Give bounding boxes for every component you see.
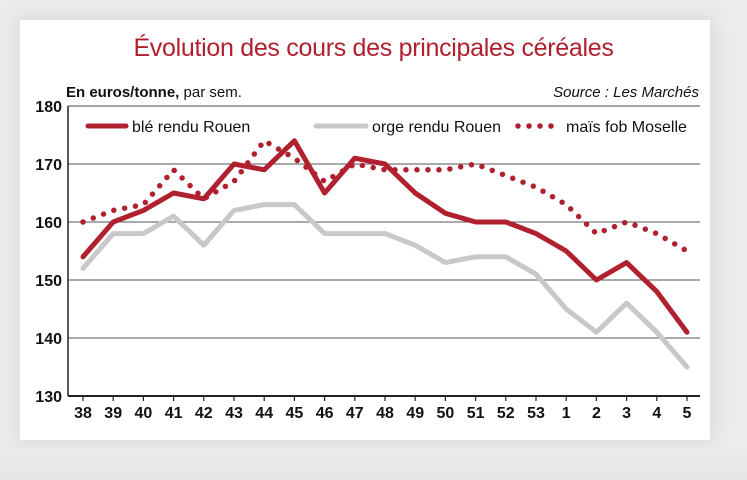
x-tick-label: 38 — [74, 405, 92, 422]
y-tick-label: 170 — [35, 157, 62, 174]
x-tick-label: 1 — [562, 405, 571, 422]
x-tick-label: 44 — [255, 405, 273, 422]
x-tick-label: 50 — [437, 405, 455, 422]
x-tick-label: 42 — [195, 405, 213, 422]
x-tick-label: 52 — [497, 405, 515, 422]
x-tick-label: 41 — [165, 405, 183, 422]
series-line-2 — [80, 138, 690, 254]
x-tick-label: 43 — [225, 405, 243, 422]
x-tick-label: 51 — [467, 405, 485, 422]
legend-label: blé rendu Rouen — [132, 119, 250, 136]
y-tick-label: 150 — [35, 273, 62, 290]
source-label: Source : Les Marchés — [553, 84, 699, 101]
x-tick-label: 39 — [104, 405, 122, 422]
x-tick-label: 3 — [622, 405, 631, 422]
legend-label: orge rendu Rouen — [372, 119, 501, 136]
chart-title: Évolution des cours des principales céré… — [133, 34, 614, 62]
legend-label: maïs fob Moselle — [566, 119, 687, 136]
x-tick-label: 40 — [135, 405, 153, 422]
x-tick-label: 46 — [316, 405, 334, 422]
unit-label-rest: par sem. — [179, 84, 242, 101]
bottom-background — [0, 448, 747, 480]
unit-label: En euros/tonne, par sem. — [66, 84, 242, 101]
y-tick-label: 180 — [35, 99, 62, 116]
y-tick-label: 140 — [35, 331, 62, 348]
x-tick-label: 45 — [286, 405, 304, 422]
x-tick-label: 53 — [527, 405, 545, 422]
series-line-1 — [80, 202, 690, 370]
x-tick-label: 4 — [652, 405, 661, 422]
x-tick-label: 5 — [683, 405, 692, 422]
y-tick-label: 160 — [35, 215, 62, 232]
series-line-0 — [80, 138, 690, 335]
x-tick-label: 2 — [592, 405, 601, 422]
y-tick-label: 130 — [35, 389, 62, 406]
x-tick-label: 48 — [376, 405, 394, 422]
unit-label-bold: En euros/tonne, — [66, 84, 180, 101]
x-tick-label: 47 — [346, 405, 364, 422]
x-tick-label: 49 — [406, 405, 424, 422]
